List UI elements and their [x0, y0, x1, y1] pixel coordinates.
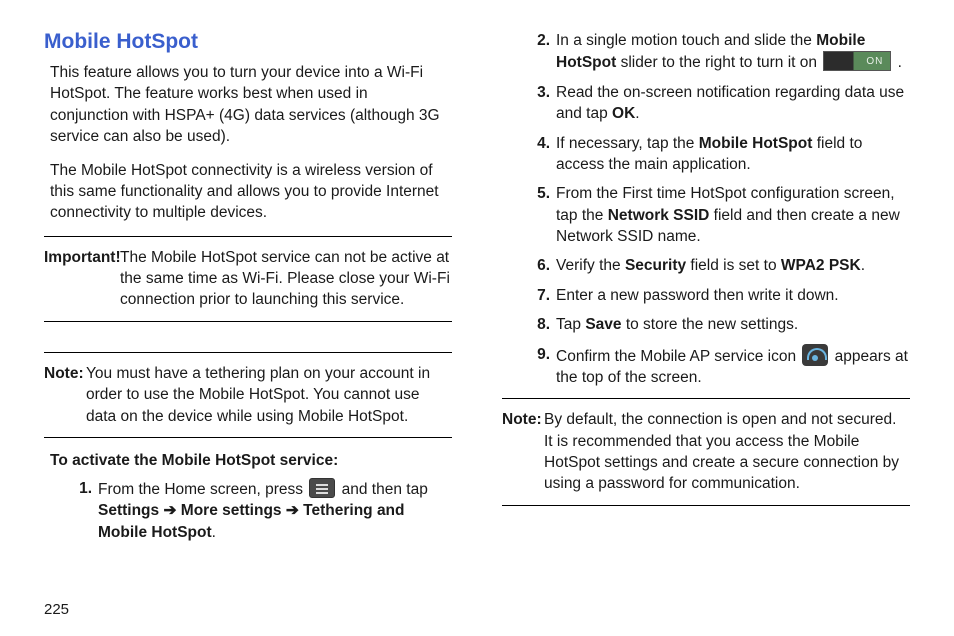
divider — [502, 398, 910, 399]
step-7: Enter a new password then write it down. — [528, 285, 910, 306]
divider — [502, 505, 910, 506]
right-column: In a single motion touch and slide the M… — [502, 30, 910, 551]
important-label: Important! — [44, 247, 121, 268]
intro-paragraph-2: The Mobile HotSpot connectivity is a wir… — [44, 160, 452, 224]
divider — [44, 437, 452, 438]
divider — [44, 352, 452, 353]
left-column: Mobile HotSpot This feature allows you t… — [44, 30, 452, 551]
page-number: 225 — [44, 601, 69, 618]
step-1: From the Home screen, press and then tap… — [70, 478, 452, 543]
step-2: In a single motion touch and slide the M… — [528, 30, 910, 74]
note-text: By default, the connection is open and n… — [504, 409, 908, 495]
step-9: Confirm the Mobile AP service icon appea… — [528, 344, 910, 389]
steps-subhead: To activate the Mobile HotSpot service: — [50, 452, 452, 470]
note-label: Note: — [44, 363, 84, 384]
note-text: You must have a tethering plan on your a… — [46, 363, 450, 427]
divider — [44, 236, 452, 237]
toggle-on-icon: ON — [823, 51, 891, 71]
step-3: Read the on-screen notification regardin… — [528, 82, 910, 125]
intro-paragraph-1: This feature allows you to turn your dev… — [44, 62, 452, 148]
note-callout-2: Note: By default, the connection is open… — [502, 409, 910, 495]
step-6: Verify the Security field is set to WPA2… — [528, 255, 910, 276]
important-callout: Important! The Mobile HotSpot service ca… — [44, 247, 452, 311]
divider — [44, 321, 452, 322]
mobile-ap-icon — [802, 344, 828, 366]
steps-list-left: From the Home screen, press and then tap… — [44, 478, 452, 543]
note-callout: Note: You must have a tethering plan on … — [44, 363, 452, 427]
step-4: If necessary, tap the Mobile HotSpot fie… — [528, 133, 910, 176]
section-heading: Mobile HotSpot — [44, 30, 452, 54]
step-8: Tap Save to store the new settings. — [528, 314, 910, 335]
note-label: Note: — [502, 409, 542, 430]
steps-list-right: In a single motion touch and slide the M… — [502, 30, 910, 388]
step-5: From the First time HotSpot configuratio… — [528, 183, 910, 247]
menu-icon — [309, 478, 335, 498]
